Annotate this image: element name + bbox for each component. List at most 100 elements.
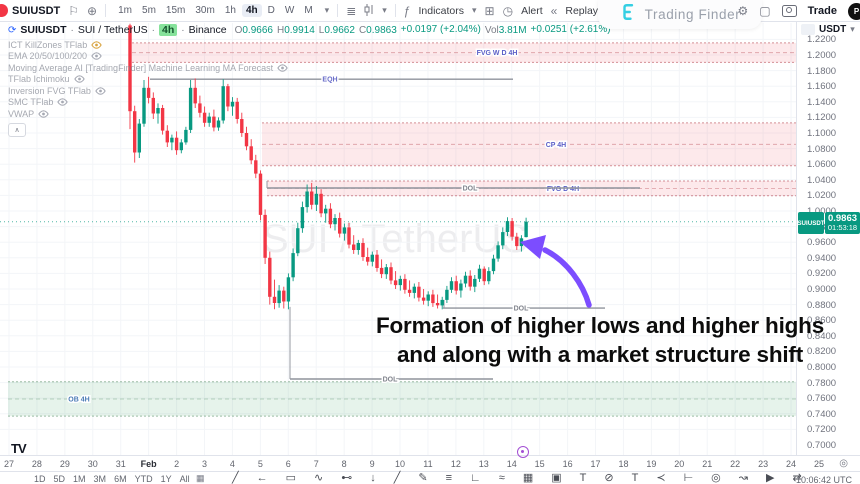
flag-symbol-icon[interactable]: ⚐ <box>68 3 80 18</box>
range-button-1y[interactable]: 1Y <box>160 474 172 484</box>
level-line-dol[interactable]: DOL <box>267 184 640 194</box>
layout-grid-icon[interactable]: ⊞ <box>484 3 495 18</box>
level-line-dol[interactable]: DOL <box>290 375 493 385</box>
chevron-down-icon[interactable]: ▾ <box>472 5 477 15</box>
exchange-name[interactable]: Binance <box>188 24 227 36</box>
range-button-6m[interactable]: 6M <box>114 474 127 484</box>
table-tool-icon[interactable]: ▦ <box>522 472 534 484</box>
chevron-down-icon[interactable]: ▾ <box>850 24 855 34</box>
forecast-tool-icon[interactable]: ↝ <box>738 472 748 484</box>
indicator-row[interactable]: ICT KillZones TFlab <box>8 39 288 51</box>
price-axis[interactable]: USDT ▾ 1.2200 1.2000 1.1800 1.1600 1.1400 1.1… <box>796 22 860 455</box>
eye-icon[interactable] <box>38 109 49 118</box>
screenshot-camera-icon[interactable] <box>781 5 797 17</box>
zone-cp-4h[interactable]: CP 4H <box>262 122 796 167</box>
chart-style-icon[interactable]: ≣ <box>346 3 357 18</box>
interval-badge[interactable]: 4h <box>159 24 178 36</box>
replay-icon[interactable]: « <box>550 3 558 18</box>
eraser-tool-icon[interactable]: ⊘ <box>604 472 614 484</box>
eye-icon[interactable] <box>91 40 102 49</box>
timeframe-1m[interactable]: 1m <box>118 5 133 16</box>
arrow-annotation[interactable] <box>520 235 592 308</box>
pair-name[interactable]: SUI / TetherUS <box>77 24 148 36</box>
range-button-ytd[interactable]: YTD <box>134 474 153 484</box>
timeframe-15m[interactable]: 15m <box>165 5 186 16</box>
indicator-row[interactable]: Inversion FVG TFlab <box>8 85 288 97</box>
indicator-row[interactable]: EMA 20/50/100/200 <box>8 51 288 63</box>
marker-tool-icon[interactable]: ✎ <box>418 472 428 484</box>
indicator-row[interactable]: SMC TFlab <box>8 97 288 109</box>
time-tick-label: 31 <box>115 459 126 469</box>
timeframe-4h[interactable]: 4h <box>241 4 262 17</box>
timeframe-D[interactable]: D <box>267 5 275 16</box>
alert-button[interactable]: Alert <box>521 4 543 17</box>
indicator-row[interactable]: Moving Average AI [TradingFinder] Machin… <box>8 62 288 74</box>
compare-add-icon[interactable]: ⊕ <box>87 3 98 18</box>
alert-clock-icon[interactable]: ◷ <box>502 3 514 18</box>
chevron-down-icon[interactable]: ▾ <box>382 5 387 15</box>
chevron-down-icon[interactable]: ▾ <box>324 5 330 15</box>
range-button-3m[interactable]: 3M <box>93 474 107 484</box>
symbol-name[interactable]: SUIUSDT <box>20 24 67 36</box>
level-line-dol[interactable]: DOL <box>443 304 605 314</box>
timeframe-1h[interactable]: 1h <box>224 5 236 16</box>
settings-gear-icon[interactable]: ⚙ <box>737 4 749 18</box>
timeframe-M[interactable]: M <box>304 5 313 16</box>
wave-tool-icon[interactable]: ≈ <box>498 472 505 484</box>
trade-button[interactable]: Trade <box>807 5 837 17</box>
arrow-tool-icon[interactable]: ← <box>256 472 268 484</box>
eye-icon[interactable] <box>73 75 85 84</box>
calendar-icon[interactable]: ▦ <box>196 473 205 483</box>
annotation-tool-icon[interactable]: T <box>631 472 639 484</box>
eye-icon[interactable] <box>91 52 102 61</box>
range-tool-icon[interactable]: ⊢ <box>683 472 694 484</box>
swap-tool-icon[interactable]: ⇄ <box>792 472 802 484</box>
symbol-button[interactable]: SUIUSDT <box>12 4 61 17</box>
time-axis[interactable]: 27 28 29 30 31 Feb 2 3 4 5 6 7 8 9 10 11 12 13 14 15 16 17 18 1… <box>0 455 860 472</box>
play-tool-icon[interactable]: ▶ <box>765 472 775 484</box>
layout-tool-icon[interactable]: ▣ <box>551 472 562 484</box>
timezone-clock-icon[interactable]: ◎ <box>839 458 848 469</box>
fullscreen-icon[interactable]: ▢ <box>759 4 771 18</box>
brush-tool-icon[interactable]: ∿ <box>314 472 324 484</box>
range-button-1m[interactable]: 1M <box>73 474 86 484</box>
indicators-icon[interactable]: ƒ <box>403 3 411 18</box>
curve-tool-icon[interactable]: ≺ <box>656 472 666 484</box>
indicator-row[interactable]: VWAP <box>8 108 288 120</box>
timeframe-W[interactable]: W <box>284 5 295 16</box>
tradingview-logo[interactable]: TV <box>11 441 27 456</box>
eye-icon[interactable] <box>57 98 69 107</box>
purple-anchor-icon[interactable] <box>517 446 529 458</box>
price-chart[interactable]: SUI / TetherUS FVG W D 4H CP 4H FVG D 4H OB … <box>0 22 796 455</box>
zone-ob-4h[interactable]: OB 4H <box>8 381 796 417</box>
trend-line-tool-icon[interactable]: ╱ <box>232 472 239 484</box>
ray-tool-icon[interactable]: ╱ <box>393 472 401 484</box>
currency-label[interactable]: USDT <box>819 24 847 35</box>
range-button-1d[interactable]: 1D <box>34 474 46 484</box>
eye-icon[interactable] <box>277 63 288 72</box>
zone-fvg-w-d-4h[interactable]: FVG W D 4H <box>132 42 796 63</box>
indicator-row[interactable]: TFlab Ichimoku <box>8 74 288 86</box>
magnet-tool-icon[interactable]: ◎ <box>711 472 721 484</box>
rectangle-tool-icon[interactable]: ▭ <box>285 472 297 484</box>
list-tool-icon[interactable]: ≡ <box>445 472 453 484</box>
timeframe-30m[interactable]: 30m <box>195 5 215 16</box>
indicators-button[interactable]: Indicators <box>418 4 464 17</box>
indicator-name: Moving Average AI [TradingFinder] Machin… <box>8 62 274 73</box>
replay-button[interactable]: Replay <box>565 4 599 17</box>
refresh-icon[interactable]: ⟳ <box>8 24 17 36</box>
candle-style-icon[interactable] <box>364 3 374 18</box>
position-tool-icon[interactable]: ∟ <box>470 472 481 484</box>
text-tool-icon[interactable]: T <box>579 472 587 484</box>
timeframe-5m[interactable]: 5m <box>142 5 156 16</box>
range-button-all[interactable]: All <box>179 474 190 484</box>
range-button-5d[interactable]: 5D <box>53 474 66 484</box>
arrow-down-tool-icon[interactable]: ↓ <box>370 472 376 484</box>
level-line-eqh[interactable]: EQH <box>150 75 513 85</box>
eye-icon[interactable] <box>95 86 106 95</box>
publish-avatar-button[interactable]: P <box>848 2 860 20</box>
measure-tool-icon[interactable]: ⊷ <box>341 472 353 484</box>
collapse-legend-button[interactable]: ∧ <box>8 122 26 137</box>
price-scale-mode-box[interactable] <box>801 24 815 35</box>
indicator-name: VWAP <box>8 108 35 119</box>
